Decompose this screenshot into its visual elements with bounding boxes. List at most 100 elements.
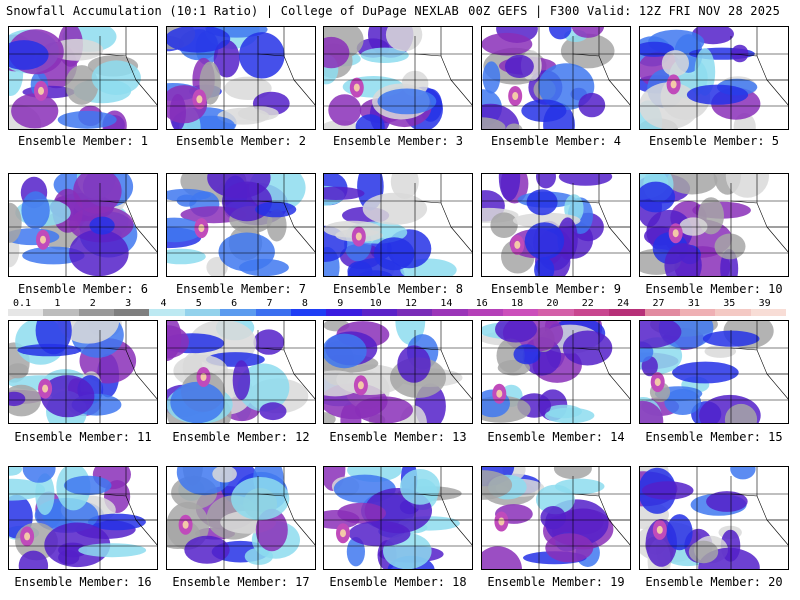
snowfall-area [544, 407, 595, 424]
state-boundary [730, 200, 789, 228]
state-boundary [450, 373, 473, 401]
colorbar-label: 5 [195, 298, 202, 309]
snowfall-peak [42, 384, 49, 393]
state-boundary [293, 79, 316, 107]
colorbar-label: 3 [125, 298, 132, 309]
ensemble-member-label: Ensemble Member: 9 [490, 282, 622, 296]
snowfall-area [664, 243, 702, 277]
snowfall-area [355, 114, 385, 130]
snowfall-map [639, 173, 789, 277]
ensemble-member-panel [323, 173, 473, 277]
state-boundary [293, 373, 316, 401]
snowfall-area [679, 217, 708, 236]
ensemble-member-panel [639, 320, 789, 424]
ensemble-member-panel [8, 173, 158, 277]
colorbar-swatch [255, 309, 292, 316]
ensemble-member-label: Ensemble Member: 12 [172, 430, 310, 444]
state-boundary [608, 226, 631, 254]
snowfall-area [538, 63, 595, 110]
snowfall-map [481, 173, 631, 277]
snowfall-area [346, 537, 365, 567]
snowfall-peak [196, 95, 203, 104]
ensemble-member-panel [8, 26, 158, 130]
snowfall-area [63, 475, 112, 496]
state-boundary [450, 519, 473, 547]
map-frame [166, 466, 316, 570]
snowfall-map [481, 320, 631, 424]
snowfall-area [89, 216, 115, 235]
state-boundary [99, 200, 158, 228]
colorbar-label: 27 [652, 298, 665, 309]
snowfall-area [686, 84, 749, 105]
ensemble-member-panel [639, 173, 789, 277]
snowfall-area [505, 123, 523, 130]
snowfall-area [244, 547, 274, 565]
ensemble-member-label: Ensemble Member: 1 [17, 134, 149, 148]
ensemble-member-label: Ensemble Member: 10 [645, 282, 783, 296]
state-boundary [572, 347, 631, 375]
snowfall-area [8, 40, 49, 70]
state-boundary [257, 347, 316, 375]
snowfall-area [666, 173, 718, 195]
snowfall-area [259, 402, 287, 421]
snowfall-area [87, 513, 146, 531]
run-info: 00Z GEFS | F300 Valid: 12Z FRI NOV 28 20… [468, 4, 780, 18]
snowfall-area [355, 396, 413, 424]
ensemble-member-panel [481, 173, 631, 277]
snowfall-area [731, 44, 749, 63]
snowfall-map [639, 26, 789, 130]
snowfall-map [323, 320, 473, 424]
snowfall-area [323, 370, 362, 397]
snowfall-map [481, 466, 631, 570]
colorbar-swatch [8, 309, 44, 316]
colorbar-swatch [644, 309, 681, 316]
snowfall-area [17, 343, 82, 357]
ensemble-member-label: Ensemble Member: 7 [175, 282, 307, 296]
colorbar-swatch [326, 309, 363, 316]
colorbar-swatch [750, 309, 787, 316]
snowfall-area [57, 110, 117, 129]
snowfall-area [482, 61, 501, 94]
snowfall-area [513, 344, 541, 365]
snowfall-peak [40, 235, 46, 244]
ensemble-member-label: Ensemble Member: 19 [487, 575, 625, 589]
snowfall-area [496, 338, 525, 373]
snowfall-area [536, 173, 556, 189]
snowfall-area [694, 48, 716, 96]
snowfall-area [8, 466, 22, 476]
ensemble-member-panel [323, 320, 473, 424]
snowfall-area [170, 381, 225, 424]
colorbar-label: 2 [89, 298, 96, 309]
snowfall-peak [496, 389, 503, 398]
state-boundary [766, 519, 789, 547]
snowfall-peak [355, 232, 362, 241]
snowfall-area [166, 248, 206, 265]
snowfall-area [22, 466, 56, 483]
ensemble-member-label: Ensemble Member: 8 [332, 282, 464, 296]
state-boundary [99, 53, 158, 81]
snowfall-area [328, 94, 362, 126]
colorbar-swatch [43, 309, 80, 316]
colorbar-label: 7 [266, 298, 273, 309]
state-boundary [414, 53, 473, 81]
colorbar-swatch [361, 309, 398, 316]
snowfall-area [481, 470, 513, 500]
snowfall-area [8, 202, 22, 243]
snowfall-area [526, 189, 558, 216]
snowfall-map [8, 466, 158, 570]
snowfall-colorbar: 0.1 1 2 3 4 5 6 7 8 9 10 12 14 16 18 20 22 24 27 31 35 39 [8, 298, 792, 318]
snowfall-peak [512, 92, 519, 100]
snowfall-map [481, 26, 631, 130]
snowfall-area [704, 344, 737, 358]
snowfall-area [323, 186, 365, 200]
state-boundary [99, 347, 158, 375]
snowfall-area [639, 41, 674, 57]
snowfall-area [239, 32, 285, 79]
ensemble-member-label: Ensemble Member: 4 [490, 134, 622, 148]
ensemble-member-label: Ensemble Member: 14 [487, 430, 625, 444]
snowfall-area [323, 333, 367, 369]
colorbar-label: 6 [231, 298, 238, 309]
snowfall-area [231, 477, 290, 521]
ensemble-member-panel [8, 466, 158, 570]
snowfall-area [11, 93, 59, 129]
